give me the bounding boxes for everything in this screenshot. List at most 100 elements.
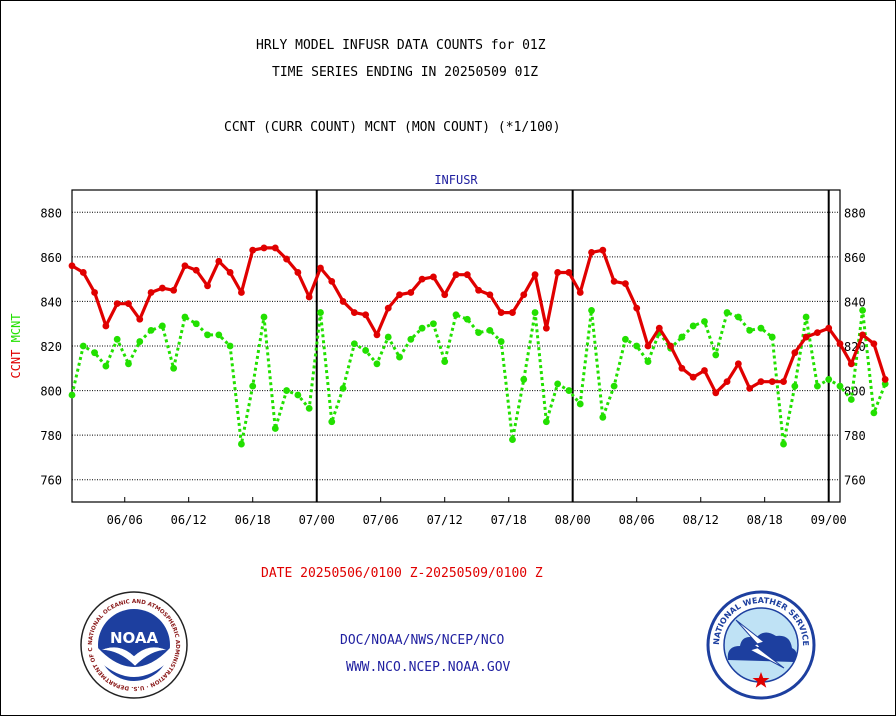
data-point-mcnt bbox=[836, 382, 844, 390]
data-point-ccnt bbox=[79, 269, 87, 276]
url-line: WWW.NCO.NCEP.NOAA.GOV bbox=[346, 660, 511, 675]
x-tick-label: 08/18 bbox=[747, 513, 783, 527]
data-point-ccnt bbox=[452, 271, 460, 279]
data-point-mcnt bbox=[757, 324, 765, 332]
data-point-ccnt bbox=[802, 333, 810, 341]
data-point-ccnt bbox=[407, 289, 415, 296]
data-point-ccnt bbox=[768, 378, 776, 386]
data-point-mcnt bbox=[396, 353, 403, 361]
data-point-ccnt bbox=[814, 329, 821, 337]
data-point-mcnt bbox=[509, 436, 516, 443]
y-tick-label-left: 860 bbox=[40, 251, 62, 265]
data-point-ccnt bbox=[294, 269, 302, 276]
data-point-ccnt bbox=[384, 304, 392, 312]
y-tick-label-left: 800 bbox=[40, 385, 62, 399]
data-point-mcnt bbox=[497, 338, 505, 345]
chart-title-line1: HRLY MODEL INFUSR DATA COUNTS for 01Z bbox=[256, 38, 546, 53]
data-point-mcnt bbox=[238, 440, 245, 448]
data-point-ccnt bbox=[317, 264, 324, 272]
data-point-mcnt bbox=[610, 382, 618, 390]
data-point-mcnt bbox=[328, 418, 336, 426]
data-point-ccnt bbox=[328, 277, 336, 285]
data-point-ccnt bbox=[170, 286, 178, 294]
data-point-ccnt bbox=[497, 309, 505, 316]
data-point-mcnt bbox=[384, 333, 392, 341]
data-point-mcnt bbox=[192, 320, 200, 328]
data-point-mcnt bbox=[407, 335, 415, 343]
data-point-mcnt bbox=[79, 342, 87, 350]
data-point-ccnt bbox=[667, 342, 674, 350]
y-tick-label-right: 780 bbox=[844, 429, 866, 443]
x-tick-label: 07/18 bbox=[491, 513, 527, 527]
data-point-ccnt bbox=[91, 289, 98, 296]
data-point-ccnt bbox=[836, 340, 844, 348]
date-range-label: DATE 20250506/0100 Z-20250509/0100 Z bbox=[261, 566, 543, 581]
x-tick-label: 06/18 bbox=[235, 513, 271, 527]
data-point-ccnt bbox=[644, 342, 652, 350]
data-point-mcnt bbox=[294, 391, 302, 399]
data-point-mcnt bbox=[91, 349, 98, 357]
data-point-mcnt bbox=[520, 376, 528, 383]
data-point-mcnt bbox=[723, 309, 731, 316]
data-point-mcnt bbox=[158, 322, 166, 330]
data-point-mcnt bbox=[125, 360, 132, 368]
data-point-ccnt bbox=[113, 300, 121, 308]
data-point-mcnt bbox=[847, 396, 855, 403]
data-point-mcnt bbox=[712, 351, 720, 359]
data-point-ccnt bbox=[870, 340, 878, 348]
data-point-ccnt bbox=[847, 360, 855, 368]
data-point-mcnt bbox=[68, 391, 76, 399]
data-point-mcnt bbox=[226, 342, 234, 350]
data-point-ccnt bbox=[249, 246, 257, 254]
data-point-mcnt bbox=[204, 331, 211, 339]
y-tick-label-left: 820 bbox=[40, 340, 62, 354]
data-point-mcnt bbox=[678, 333, 686, 341]
y-tick-label-right: 880 bbox=[844, 206, 866, 220]
data-point-ccnt bbox=[542, 324, 550, 332]
data-point-mcnt bbox=[339, 384, 347, 392]
org-line: DOC/NOAA/NWS/NCEP/NCO bbox=[340, 633, 505, 648]
data-point-ccnt bbox=[181, 262, 189, 270]
data-point-mcnt bbox=[859, 306, 866, 314]
data-point-ccnt bbox=[599, 246, 607, 254]
x-tick-label: 08/00 bbox=[555, 513, 591, 527]
x-tick-label: 06/06 bbox=[107, 513, 143, 527]
data-point-mcnt bbox=[418, 324, 426, 332]
y-tick-label-left: 880 bbox=[40, 206, 62, 220]
y-tick-label-left: 760 bbox=[40, 474, 62, 488]
data-point-mcnt bbox=[362, 347, 370, 354]
data-point-ccnt bbox=[825, 324, 833, 332]
data-point-ccnt bbox=[463, 271, 471, 279]
data-point-ccnt bbox=[283, 255, 290, 263]
chart-subtitle: CCNT (CURR COUNT) MCNT (MON COUNT) (*1/1… bbox=[224, 120, 561, 135]
data-point-ccnt bbox=[373, 331, 381, 339]
data-point-ccnt bbox=[215, 257, 223, 265]
data-point-ccnt bbox=[396, 291, 403, 299]
data-point-ccnt bbox=[305, 293, 313, 301]
data-point-mcnt bbox=[441, 358, 449, 365]
data-point-mcnt bbox=[475, 329, 482, 337]
data-point-ccnt bbox=[701, 367, 708, 374]
data-point-mcnt bbox=[170, 364, 178, 372]
data-point-ccnt bbox=[588, 249, 595, 256]
y-tick-label-right: 760 bbox=[844, 474, 866, 488]
x-tick-label: 07/06 bbox=[363, 513, 399, 527]
data-point-ccnt bbox=[125, 300, 132, 308]
data-point-ccnt bbox=[678, 364, 686, 372]
data-point-ccnt bbox=[418, 275, 426, 283]
data-point-ccnt bbox=[136, 315, 144, 323]
data-point-ccnt bbox=[881, 376, 889, 383]
data-point-mcnt bbox=[452, 311, 460, 319]
data-point-mcnt bbox=[746, 327, 754, 334]
data-point-ccnt bbox=[192, 266, 200, 274]
data-point-mcnt bbox=[486, 327, 494, 334]
data-point-mcnt bbox=[734, 313, 742, 321]
data-point-mcnt bbox=[317, 309, 324, 316]
data-point-mcnt bbox=[271, 425, 279, 432]
x-tick-label: 08/12 bbox=[683, 513, 719, 527]
x-tick-label: 07/12 bbox=[427, 513, 463, 527]
data-point-ccnt bbox=[689, 373, 697, 381]
data-point-mcnt bbox=[825, 376, 833, 383]
data-point-ccnt bbox=[271, 244, 279, 252]
